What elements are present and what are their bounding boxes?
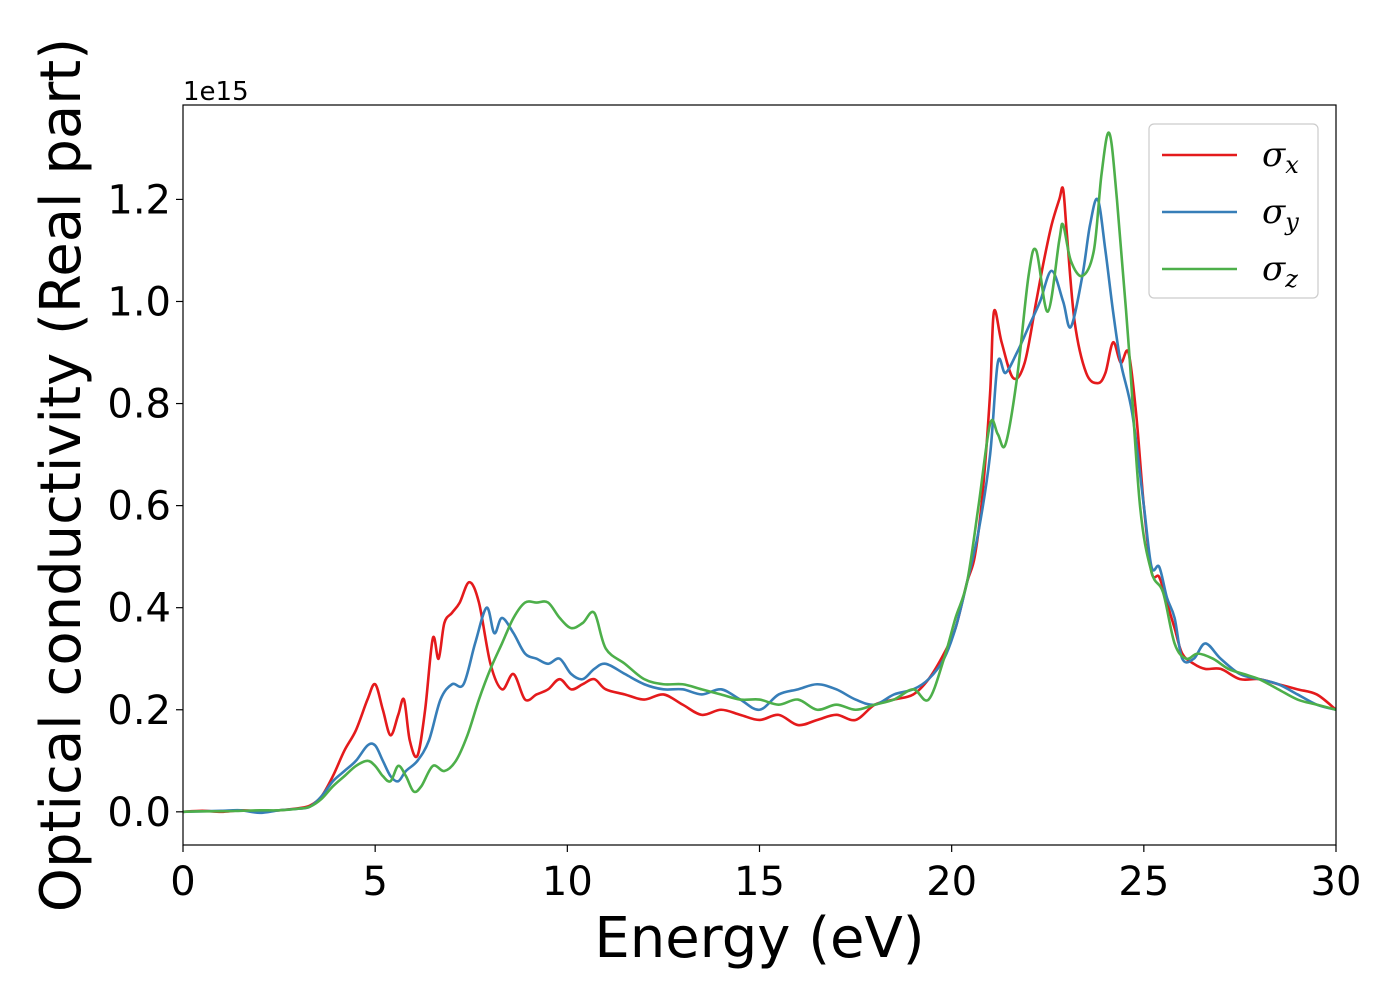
y-tick-label: 1.0 (107, 279, 171, 325)
y-tick-label: 0.4 (107, 586, 171, 632)
y-tick-label: 0.8 (107, 382, 171, 428)
y-tick-label: 1.2 (107, 177, 171, 223)
legend: σx σy σz (1148, 123, 1319, 299)
y-tick-label: 0.2 (107, 688, 171, 734)
legend-label-x: σx (1262, 135, 1299, 179)
x-tick-label: 5 (362, 859, 387, 905)
x-axis-title: Energy (eV) (594, 906, 924, 971)
legend-label-z: σz (1262, 249, 1298, 293)
x-tick-label: 30 (1311, 859, 1362, 905)
y-tick-label: 0.6 (107, 484, 171, 530)
x-tick-label: 20 (926, 859, 977, 905)
x-tick-label: 0 (170, 859, 195, 905)
x-tick-label: 25 (1118, 859, 1169, 905)
y-axis-title: Optical conductivity (Real part) (29, 38, 94, 912)
legend-label-y: σy (1262, 192, 1299, 236)
y-tick-label: 0.0 (107, 790, 171, 836)
y-offset-label: 1e15 (183, 77, 249, 107)
x-axis: 0 5 10 15 20 25 30 (170, 845, 1361, 905)
x-tick-label: 10 (542, 859, 593, 905)
series-layer (183, 131, 1336, 815)
x-tick-label: 15 (734, 859, 785, 905)
series-line-z (183, 131, 1336, 814)
series-line-y (183, 197, 1336, 815)
y-axis: 0.0 0.2 0.4 0.6 0.8 1.0 1.2 (107, 177, 183, 836)
